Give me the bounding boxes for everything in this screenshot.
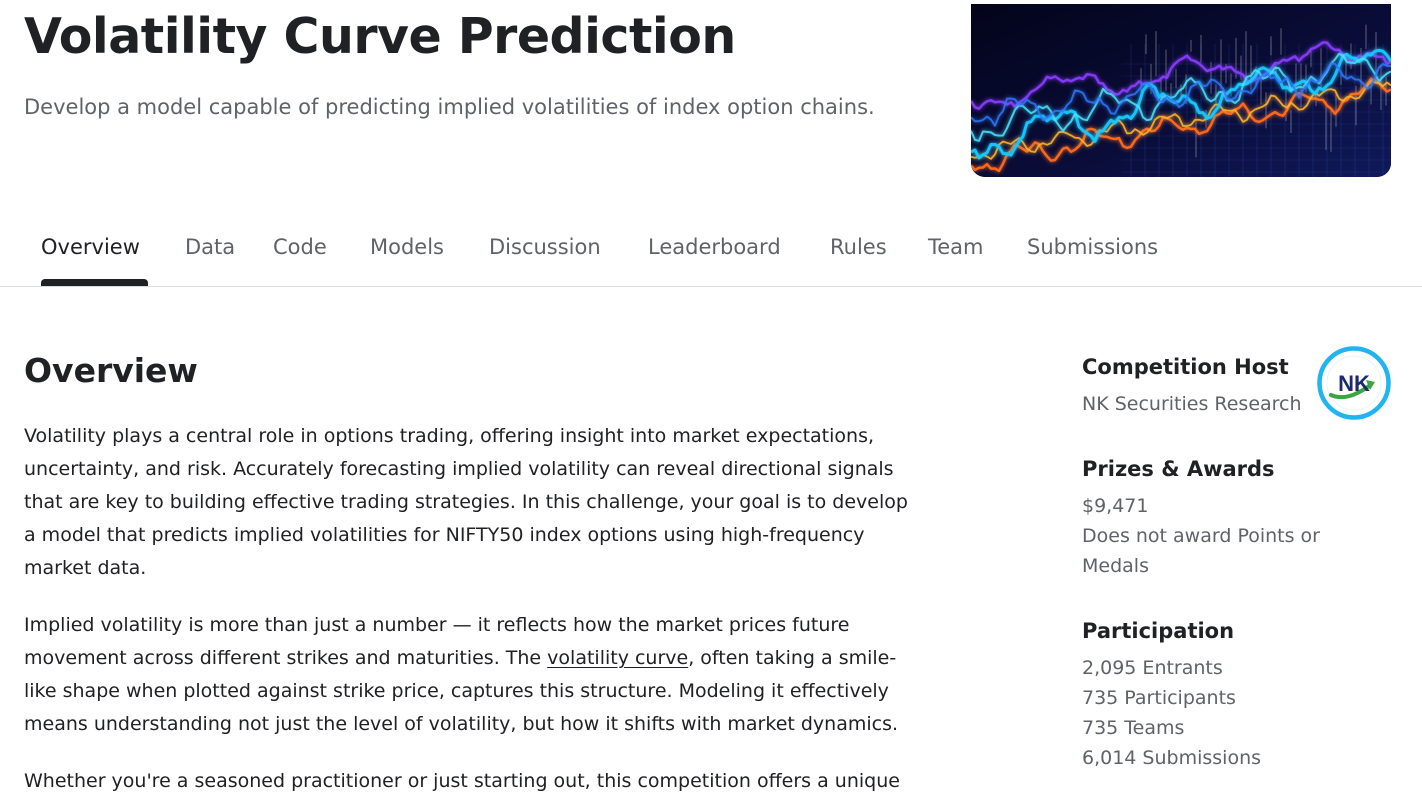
prize-note: Medals xyxy=(1082,555,1149,577)
paragraph-line: movement across different strikes and ma… xyxy=(24,642,944,675)
competition-host-name[interactable]: NK Securities Research xyxy=(1082,393,1302,415)
page-title: Volatility Curve Prediction xyxy=(24,8,736,65)
prize-amount: $9,471 xyxy=(1082,495,1149,517)
tab-data[interactable]: Data xyxy=(185,235,236,259)
competition-tabs: Overview Data Code Models Discussion Lea… xyxy=(0,222,1422,287)
paragraph-line: Implied volatility is more than just a n… xyxy=(24,614,850,636)
overview-paragraph-2: Implied volatility is more than just a n… xyxy=(24,609,944,741)
active-tab-indicator xyxy=(41,279,148,286)
tab-rules[interactable]: Rules xyxy=(830,235,887,259)
entrants-count: 2,095 Entrants xyxy=(1082,657,1223,679)
teams-count: 735 Teams xyxy=(1082,717,1185,739)
prize-note: Does not award Points or xyxy=(1082,525,1320,547)
competition-host-label: Competition Host xyxy=(1082,355,1289,379)
tab-team[interactable]: Team xyxy=(928,235,984,259)
volatility-curve-link[interactable]: volatility curve xyxy=(547,647,689,669)
tab-leaderboard[interactable]: Leaderboard xyxy=(648,235,781,259)
tab-discussion[interactable]: Discussion xyxy=(489,235,601,259)
submissions-count: 6,014 Submissions xyxy=(1082,747,1262,769)
paragraph-line: Volatility plays a central role in optio… xyxy=(24,425,875,447)
paragraph-line: means understanding not just the level o… xyxy=(24,713,899,735)
paragraph-line: Whether you're a seasoned practitioner o… xyxy=(24,770,900,792)
page-subtitle: Develop a model capable of predicting im… xyxy=(24,95,875,119)
participation-label: Participation xyxy=(1082,619,1235,643)
tab-submissions[interactable]: Submissions xyxy=(1027,235,1159,259)
text-fragment: movement across different strikes and ma… xyxy=(24,647,548,669)
paragraph-line: that are key to building effective tradi… xyxy=(24,491,908,513)
host-logo[interactable]: NK xyxy=(1317,346,1391,420)
tab-models[interactable]: Models xyxy=(370,235,444,259)
tab-overview[interactable]: Overview xyxy=(41,235,140,259)
host-logo-text: NK xyxy=(1338,371,1370,396)
participants-count: 735 Participants xyxy=(1082,687,1236,709)
text-fragment: , often taking a smile- xyxy=(688,647,897,669)
overview-paragraph-3: Whether you're a seasoned practitioner o… xyxy=(24,765,944,796)
header-banner-image xyxy=(971,4,1391,177)
paragraph-line: uncertainty, and risk. Accurately foreca… xyxy=(24,458,894,480)
paragraph-line: like shape when plotted against strike p… xyxy=(24,680,889,702)
paragraph-line: a model that predicts implied volatiliti… xyxy=(24,524,865,546)
prizes-awards-label: Prizes & Awards xyxy=(1082,457,1275,481)
overview-paragraph-1: Volatility plays a central role in optio… xyxy=(24,420,944,585)
tab-code[interactable]: Code xyxy=(273,235,327,259)
paragraph-line: market data. xyxy=(24,557,147,579)
overview-heading: Overview xyxy=(24,351,198,390)
